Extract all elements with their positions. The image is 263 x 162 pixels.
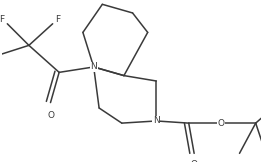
Text: F: F	[55, 15, 61, 24]
Text: O: O	[218, 119, 225, 128]
Text: O: O	[47, 111, 54, 120]
Text: N: N	[153, 116, 160, 125]
Text: N: N	[90, 63, 97, 71]
Text: O: O	[191, 160, 198, 162]
Text: F: F	[0, 15, 4, 24]
